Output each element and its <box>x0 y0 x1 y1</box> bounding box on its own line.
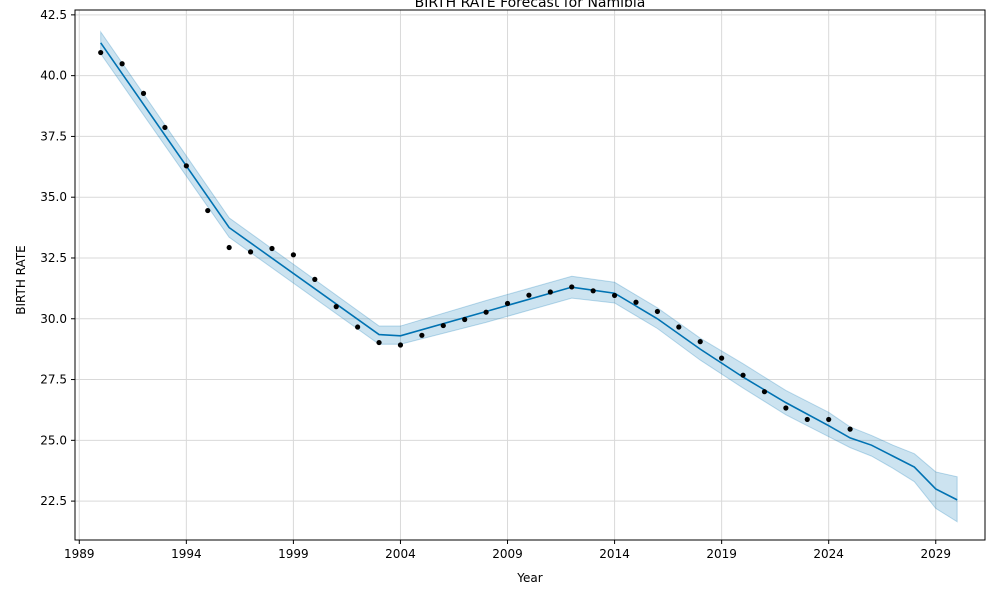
observed-point <box>676 324 682 330</box>
observed-point <box>419 332 425 338</box>
y-tick-label: 22.5 <box>40 494 67 508</box>
y-tick-label: 42.5 <box>40 8 67 22</box>
observed-points-layer <box>98 49 853 432</box>
observed-point <box>290 252 296 258</box>
forecast-line-layer <box>100 42 958 501</box>
observed-point <box>226 244 232 251</box>
grid <box>75 10 985 540</box>
observed-point <box>397 342 404 348</box>
observed-point <box>633 299 639 305</box>
observed-point <box>440 322 446 329</box>
observed-point <box>761 389 768 395</box>
x-tick-label: 1989 <box>64 547 95 561</box>
y-axis-ticks: 22.5 25.0 27.5 30.0 32.5 35.0 37.5 40.0 42.5 <box>40 8 75 508</box>
observed-point <box>547 289 553 295</box>
x-tick-label: 2004 <box>385 547 416 561</box>
y-tick-label: 30.0 <box>40 312 67 326</box>
observed-point <box>847 426 853 432</box>
observed-point <box>98 49 104 56</box>
observed-point <box>590 288 596 294</box>
observed-point <box>611 292 618 299</box>
x-tick-label: 2029 <box>920 547 951 561</box>
observed-point <box>504 300 511 307</box>
observed-point <box>119 61 125 67</box>
y-tick-label: 27.5 <box>40 373 67 387</box>
observed-point <box>205 207 211 214</box>
y-tick-label: 40.0 <box>40 69 67 83</box>
observed-point <box>162 124 168 131</box>
observed-point <box>483 309 489 315</box>
observed-point <box>783 405 789 411</box>
observed-point <box>462 316 468 323</box>
observed-point <box>740 372 746 378</box>
x-tick-label: 2019 <box>706 547 737 561</box>
x-tick-label: 2009 <box>492 547 523 561</box>
observed-point <box>247 249 254 255</box>
observed-point <box>654 308 661 315</box>
observed-point <box>804 416 810 423</box>
observed-point <box>312 276 318 282</box>
uncertainty-band-layer <box>100 30 958 523</box>
x-axis-ticks: 1989 1994 1999 2004 2009 2014 2019 2024 2029 <box>64 540 951 561</box>
observed-point <box>719 355 725 361</box>
y-axis-title: BIRTH RATE <box>14 245 28 314</box>
observed-point <box>376 339 382 346</box>
observed-point <box>826 416 832 423</box>
observed-point <box>526 292 532 298</box>
observed-point <box>569 284 575 290</box>
x-tick-label: 1999 <box>278 547 309 561</box>
y-tick-label: 35.0 <box>40 190 67 204</box>
chart-title: BIRTH RATE Forecast for Namibia <box>415 0 646 11</box>
observed-point <box>697 339 703 345</box>
x-tick-label: 1994 <box>171 547 202 561</box>
observed-point <box>183 163 189 169</box>
y-tick-label: 32.5 <box>40 251 67 265</box>
forecast-line <box>100 42 958 501</box>
x-tick-label: 2014 <box>599 547 630 561</box>
plot-area-frame <box>74 9 986 541</box>
uncertainty-band <box>100 30 958 523</box>
observed-point <box>333 304 339 310</box>
x-axis-title: Year <box>516 571 542 585</box>
observed-point <box>269 245 275 252</box>
observed-point <box>355 324 361 330</box>
y-tick-label: 37.5 <box>40 129 67 143</box>
x-tick-label: 2024 <box>813 547 844 561</box>
observed-point <box>140 90 147 96</box>
y-tick-label: 25.0 <box>40 433 67 447</box>
